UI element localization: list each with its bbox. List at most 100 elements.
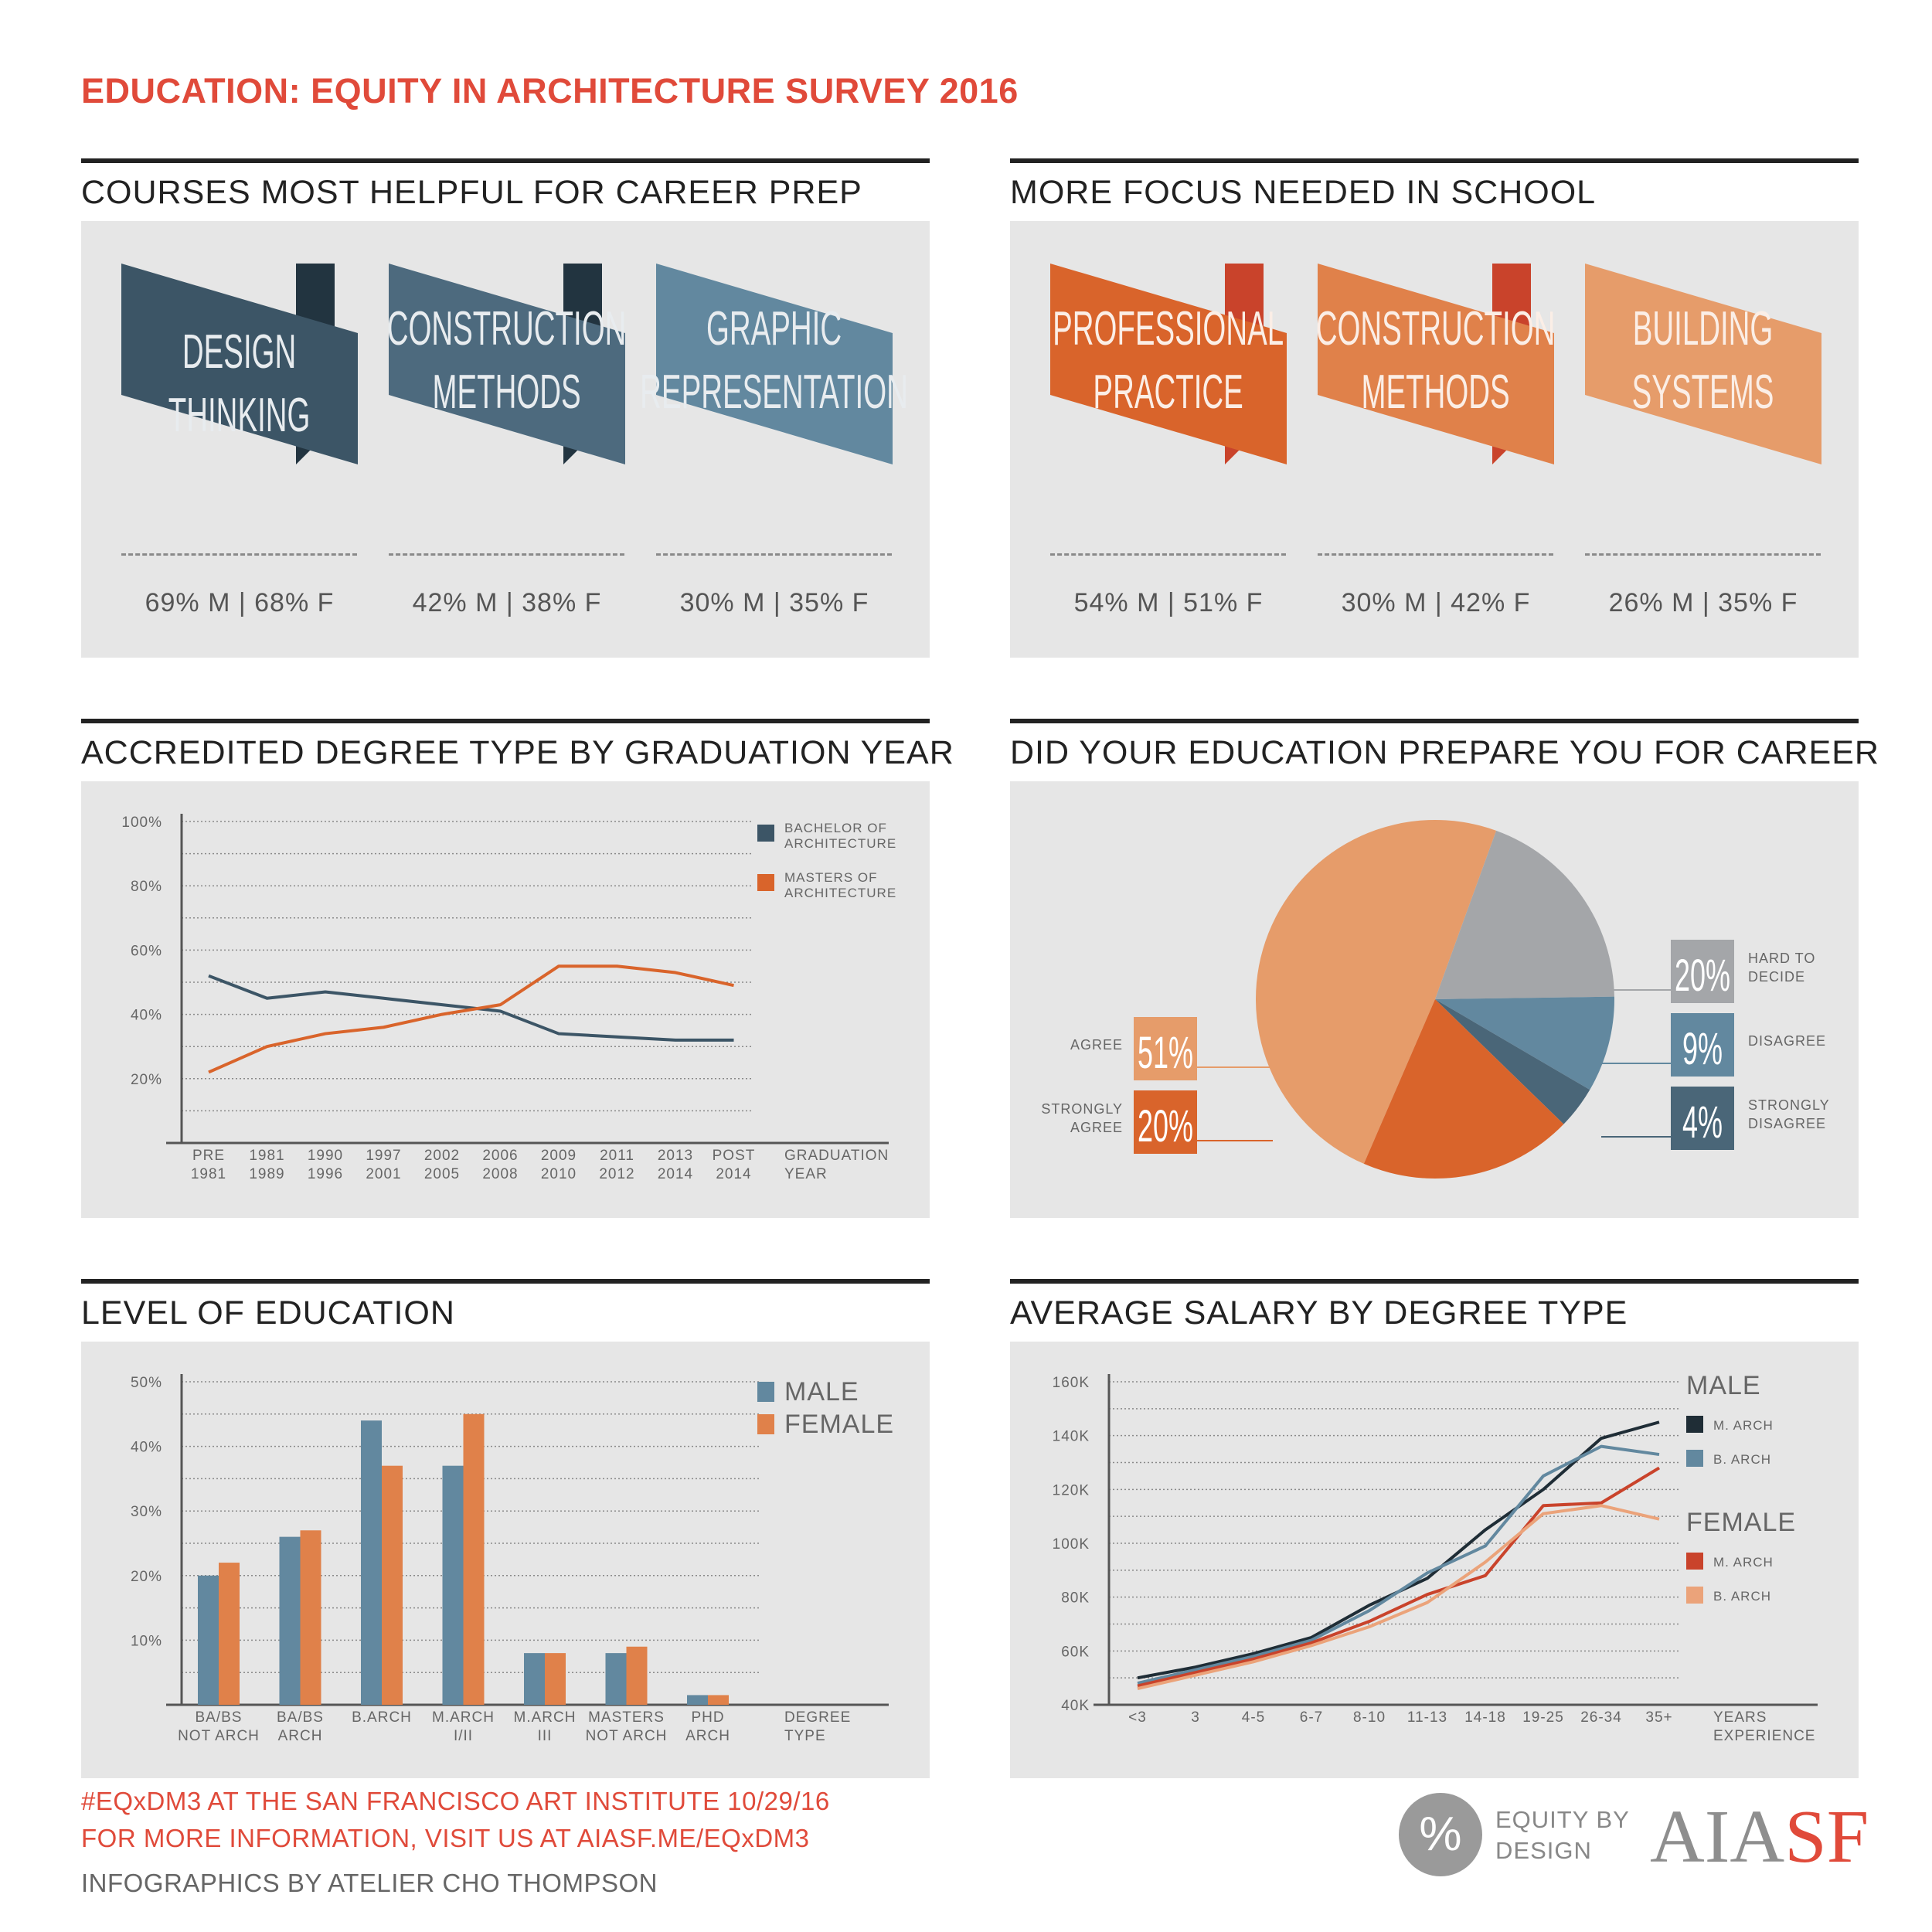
legend-swatch (1686, 1553, 1703, 1570)
y-tick-label: 100K (1053, 1536, 1090, 1553)
ribbon-label: CONSTRUCTION (387, 301, 627, 355)
x-tick-label: <3 (1128, 1709, 1147, 1726)
degree-type-chart: 100% 80% 60% 40% 20% PRE 1981 1981 1989 1990 1996 1… (121, 814, 896, 1182)
bar (442, 1465, 464, 1705)
prepare-section: DID YOUR EDUCATION PREPARE YOU FOR CAREE… (1010, 719, 1879, 1218)
x-tick-label: 8-10 (1353, 1709, 1386, 1726)
x-tick-label: PRE 1981 (191, 1148, 226, 1182)
courses-section: COURSES MOST HELPFUL FOR CAREER PREP DES… (81, 158, 930, 658)
bar (279, 1536, 301, 1705)
callout-label: DISAGREE (1748, 1033, 1826, 1049)
legend-label: MALE (784, 1377, 859, 1406)
degree-type-section: ACCREDITED DEGREE TYPE BY GRADUATION YEA… (81, 719, 954, 1218)
y-tick-label: 80K (1061, 1590, 1090, 1607)
ribbon-label: METHODS (432, 365, 580, 419)
bar (219, 1563, 240, 1705)
x-tick-label: 2011 2012 (599, 1148, 634, 1182)
section-rule (81, 158, 930, 163)
prepare-panel: 51% AGREE 20% STRONGLY AGREE 20% HARD TO DECIDE… (1010, 781, 1859, 1218)
dash-divider (389, 553, 624, 556)
stat-text: 26% M | 35% F (1608, 588, 1798, 617)
y-tick-label: 120K (1053, 1482, 1090, 1498)
ribbon-panel (1050, 264, 1287, 464)
y-tick-label: 100% (121, 815, 162, 831)
pie-slice (1435, 999, 1590, 1124)
x-tick-label: 4-5 (1242, 1709, 1265, 1726)
ribbon-label: BUILDING (1633, 301, 1774, 355)
ribbon-label: PROFESSIONAL (1053, 301, 1284, 355)
logo-text: SF (1784, 1795, 1869, 1879)
pie-slice (1255, 819, 1497, 1164)
legend-label: FEMALE (784, 1410, 894, 1439)
x-tick-label: 2009 2010 (541, 1148, 577, 1182)
dash-divider (121, 553, 357, 556)
pie-slice (1435, 830, 1614, 999)
section-rule (1010, 1279, 1859, 1284)
education-level-panel: 50% 40% 30% 20% 10% BA/BS NOT ARCH BA/BS ARCH B.A… (81, 1342, 930, 1778)
bar (605, 1653, 627, 1705)
legend-label: MASTERS OF ARCHITECTURE (784, 870, 896, 900)
y-tick-label: 80% (131, 879, 162, 895)
pie-slice (1363, 999, 1564, 1179)
y-tick-label: 30% (131, 1504, 162, 1520)
series-line (1137, 1444, 1660, 1685)
x-tick-label: B.ARCH (352, 1709, 412, 1726)
x-tick-label: 6-7 (1300, 1709, 1323, 1726)
x-axis-label: DEGREE TYPE (784, 1709, 851, 1744)
x-tick-label: 26-34 (1580, 1709, 1622, 1726)
section-rule (1010, 719, 1859, 723)
callout-value: 4% (1682, 1097, 1723, 1148)
x-axis-label: YEARS EXPERIENCE (1713, 1709, 1815, 1744)
ribbon-label: PRACTICE (1093, 365, 1243, 419)
series-line (208, 974, 734, 1042)
y-tick-label: 60K (1061, 1644, 1090, 1660)
callout-value: 20% (1138, 1101, 1193, 1151)
legend-label: M. ARCH (1713, 1418, 1774, 1433)
series-line (1137, 1504, 1660, 1691)
y-tick-label: 40K (1061, 1698, 1090, 1714)
bar (463, 1413, 485, 1705)
focus-ribbon: PROFESSIONAL PRACTICE CONSTRUCTION METHO… (1050, 264, 1821, 464)
x-tick-label: M.ARCH III (514, 1709, 577, 1744)
x-tick-label: MASTERS NOT ARCH (586, 1709, 668, 1744)
ribbon-label: METHODS (1361, 365, 1509, 419)
x-tick-label: 2013 2014 (658, 1148, 693, 1182)
x-tick-label: POST 2014 (713, 1148, 756, 1182)
focus-section: MORE FOCUS NEEDED IN SCHOOL PROFESSIONAL… (1010, 158, 1859, 658)
salary-panel: 160K 140K 120K 100K 80K 60K 40K <3 3 4-5 6-7 8-10 11… (1010, 1342, 1859, 1778)
legend-group-label: FEMALE (1686, 1508, 1796, 1537)
legend-swatch (757, 1414, 774, 1434)
y-tick-label: 20% (131, 1569, 162, 1585)
footer-credit: INFOGRAPHICS BY ATELIER CHO THOMPSON (81, 1869, 658, 1897)
degree-type-panel: 100% 80% 60% 40% 20% PRE 1981 1981 1989 1990 1996 1… (81, 781, 930, 1218)
salary-chart: 160K 140K 120K 100K 80K 60K 40K <3 3 4-5 6-7 8-10 11… (1053, 1371, 1818, 1744)
callout-label: STRONGLY AGREE (1041, 1101, 1123, 1135)
series-line (1137, 1420, 1660, 1680)
series-line (208, 964, 734, 1074)
bar (361, 1420, 382, 1705)
y-tick-label: 60% (131, 943, 162, 959)
section-rule (81, 1279, 930, 1284)
x-tick-label: 1981 1989 (249, 1148, 284, 1182)
courses-title: COURSES MOST HELPFUL FOR CAREER PREP (81, 174, 862, 211)
ribbon-panel (1585, 264, 1821, 464)
x-tick-label: 35+ (1645, 1709, 1672, 1726)
bar (198, 1575, 219, 1705)
ribbon-panel (389, 264, 625, 464)
section-rule (81, 719, 930, 723)
focus-panel: PROFESSIONAL PRACTICE CONSTRUCTION METHO… (1010, 221, 1859, 658)
pie-slice (1435, 996, 1614, 1090)
callout-box (1134, 1090, 1197, 1154)
x-tick-label: 14-18 (1464, 1709, 1506, 1726)
x-tick-label: 2006 2008 (482, 1148, 518, 1182)
stat-text: 42% M | 38% F (412, 588, 602, 617)
logo-text: AIA (1650, 1795, 1785, 1879)
prepare-title: DID YOUR EDUCATION PREPARE YOU FOR CAREE… (1010, 734, 1879, 771)
legend-swatch (757, 874, 774, 891)
callout-box (1671, 1013, 1734, 1077)
dash-divider (656, 553, 892, 556)
footer-link: FOR MORE INFORMATION, VISIT US AT AIASF.… (81, 1824, 810, 1852)
x-tick-label: 1997 2001 (366, 1148, 401, 1182)
bar (545, 1653, 566, 1705)
legend-swatch (1686, 1587, 1703, 1604)
